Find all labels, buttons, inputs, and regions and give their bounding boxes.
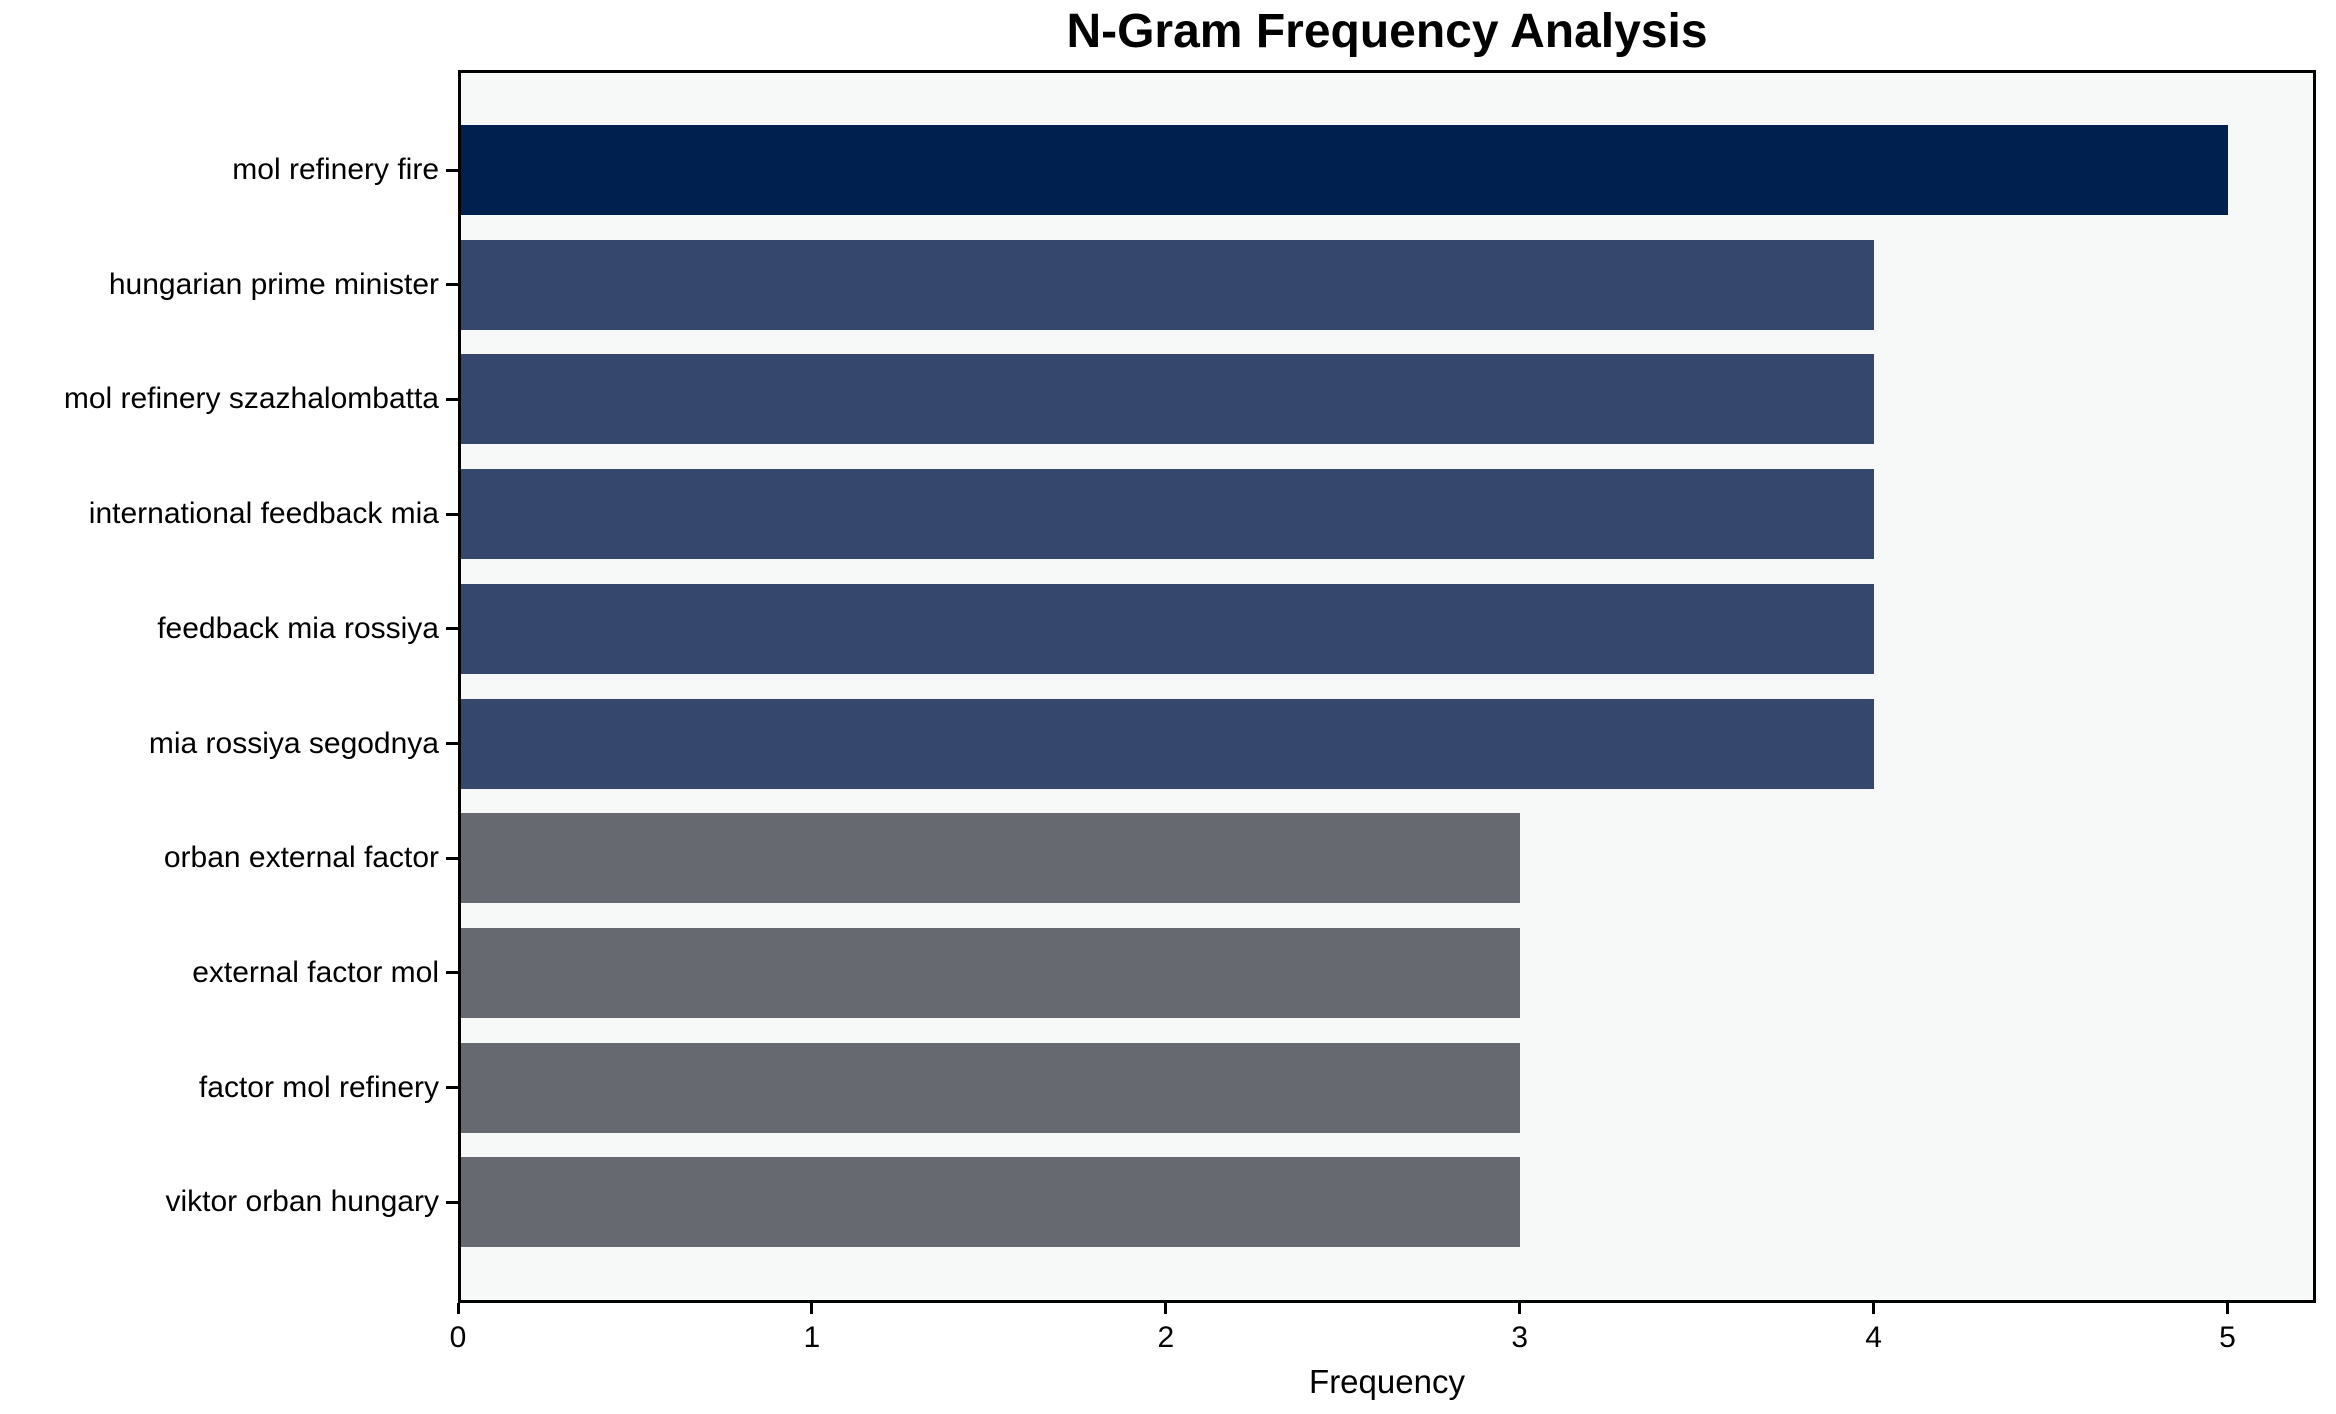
x-tick-mark [1872,1303,1876,1314]
y-tick-label: orban external factor [163,841,439,875]
y-tick-label: viktor orban hungary [165,1185,440,1219]
x-tick-mark [456,1303,460,1314]
bar [461,813,1520,904]
x-tick-label: 5 [2219,1321,2236,1354]
x-tick-label: 4 [1865,1321,1882,1354]
bar [461,125,2228,215]
bar [461,239,1874,330]
x-tick-label: 3 [1511,1321,1529,1354]
y-tick-mark [446,397,458,401]
y-tick-mark [446,512,458,516]
x-tick-label: 0 [449,1321,467,1354]
y-tick-mark [446,1086,458,1090]
y-tick-mark [446,168,458,172]
y-tick-label: external factor mol [192,955,439,989]
y-tick-mark [446,856,458,860]
bar [461,698,1874,789]
x-tick-label: 2 [1157,1321,1175,1354]
y-tick-mark [446,283,458,287]
y-tick-mark [446,627,458,631]
y-tick-label: factor mol refinery [198,1070,439,1104]
x-axis-label: Frequency [1309,1363,1465,1400]
bar [461,1042,1520,1133]
bars-layer [461,73,2313,1300]
chart-title: N-Gram Frequency Analysis [1066,5,1708,58]
y-tick-label: international feedback mia [88,497,439,531]
y-tick-label: hungarian prime minister [108,267,439,301]
x-tick-mark [1164,1303,1168,1314]
bar [461,354,1874,445]
x-tick-label: 1 [803,1321,821,1354]
y-tick-mark [446,971,458,975]
y-tick-label: mol refinery szazhalombatta [63,382,439,416]
bar [461,927,1520,1018]
bar [461,1157,1520,1248]
plot-area [458,70,2316,1303]
y-tick-label: mol refinery fire [232,153,439,186]
x-tick-mark [810,1303,814,1314]
y-tick-label: mia rossiya segodnya [148,726,439,760]
y-tick-mark [446,1200,458,1204]
y-tick-label: feedback mia rossiya [157,611,439,645]
x-tick-mark [2226,1303,2230,1314]
x-tick-mark [1518,1303,1522,1314]
y-tick-mark [446,742,458,746]
bar [461,583,1874,674]
bar [461,469,1874,560]
